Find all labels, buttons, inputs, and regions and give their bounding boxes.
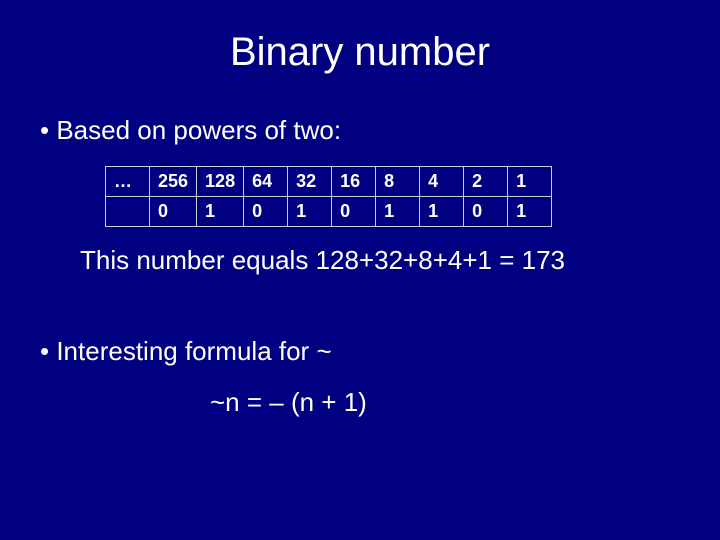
header-cell: 16 (332, 167, 376, 197)
binary-table: … 256 128 64 32 16 8 4 2 1 0 1 0 1 0 1 1… (105, 166, 552, 227)
value-cell: 1 (288, 197, 332, 227)
header-cell: 1 (508, 167, 552, 197)
header-cell: 8 (376, 167, 420, 197)
bullet-text: Interesting formula for ~ (56, 336, 331, 366)
value-cell: 1 (508, 197, 552, 227)
bullet-text: Based on powers of two: (56, 115, 341, 145)
bullet-powers-of-two: • Based on powers of two: (40, 115, 690, 146)
header-cell: 256 (150, 167, 197, 197)
value-cell: 0 (464, 197, 508, 227)
header-cell: 128 (197, 167, 244, 197)
table-row-headers: … 256 128 64 32 16 8 4 2 1 (106, 167, 552, 197)
bullet-marker: • (40, 115, 56, 145)
value-cell: 1 (420, 197, 464, 227)
formula-text: ~n = – (n + 1) (210, 387, 690, 418)
value-cell: 1 (197, 197, 244, 227)
header-cell: 2 (464, 167, 508, 197)
header-cell: 64 (244, 167, 288, 197)
value-cell: 0 (332, 197, 376, 227)
value-cell-empty (106, 197, 150, 227)
bullet-marker: • (40, 336, 56, 366)
value-cell: 0 (244, 197, 288, 227)
value-cell: 1 (376, 197, 420, 227)
header-cell: 4 (420, 167, 464, 197)
header-cell: … (106, 167, 150, 197)
slide-title: Binary number (30, 30, 690, 75)
value-cell: 0 (150, 197, 197, 227)
binary-table-container: … 256 128 64 32 16 8 4 2 1 0 1 0 1 0 1 1… (105, 166, 690, 227)
table-row-values: 0 1 0 1 0 1 1 0 1 (106, 197, 552, 227)
equation-text: This number equals 128+32+8+4+1 = 173 (80, 245, 690, 276)
header-cell: 32 (288, 167, 332, 197)
bullet-formula: • Interesting formula for ~ (40, 336, 690, 367)
